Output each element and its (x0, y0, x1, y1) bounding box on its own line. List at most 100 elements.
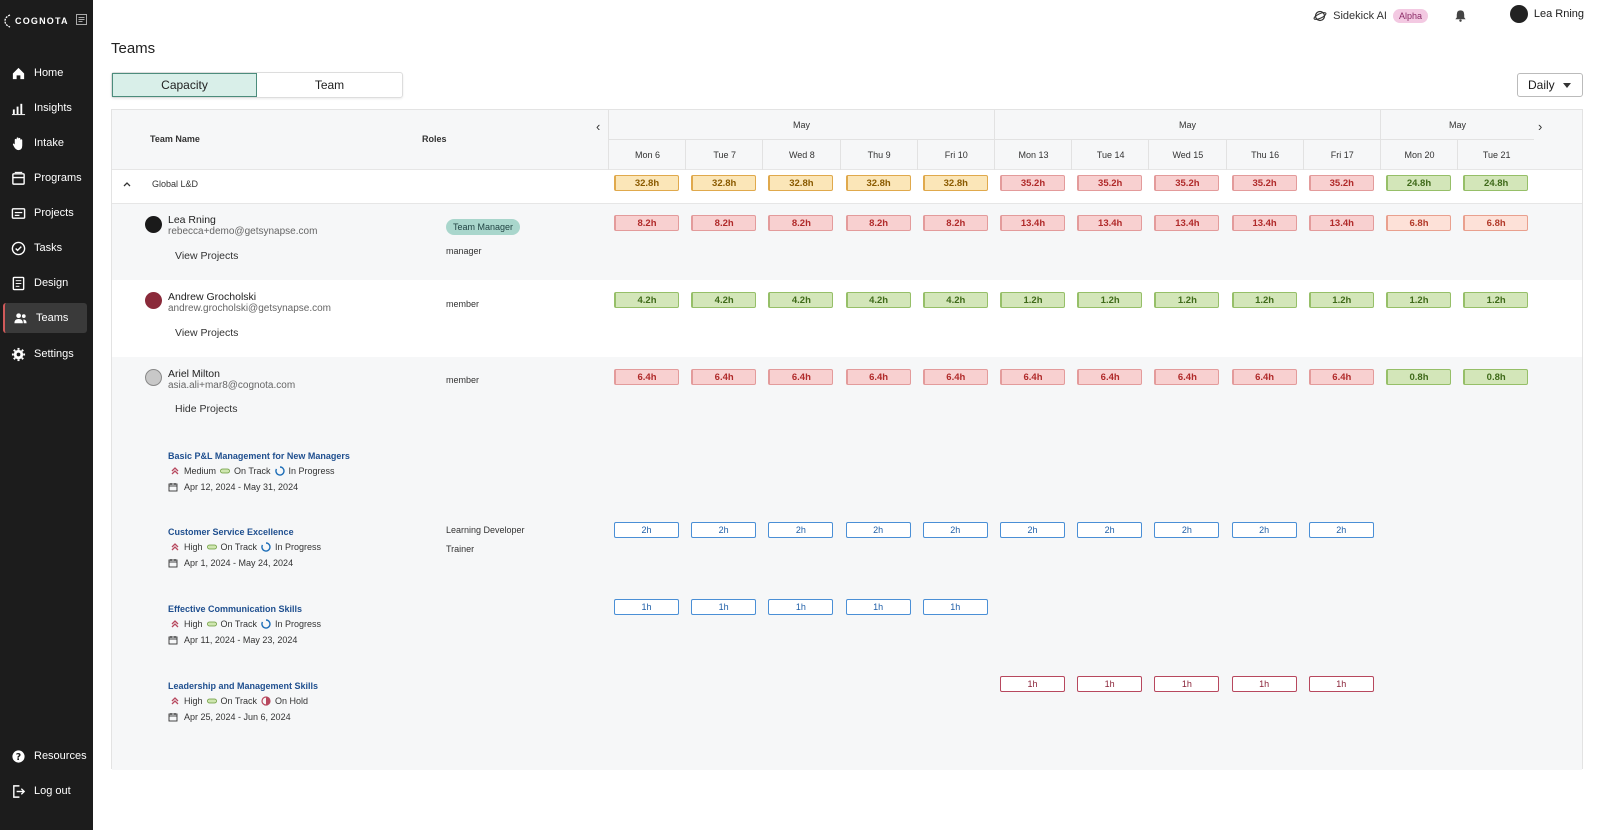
capacity-cell[interactable]: 1.2h (1386, 292, 1451, 308)
capacity-cell[interactable]: 6.4h (1077, 369, 1143, 385)
project-hours-cell[interactable]: 1h (845, 599, 911, 615)
project-hours-cell[interactable]: 2h (1308, 522, 1374, 538)
capacity-cell[interactable]: 13.4h (1077, 215, 1143, 231)
project-hours-cell[interactable]: 1h (768, 599, 834, 615)
project-hours-cell[interactable]: 2h (845, 522, 911, 538)
capacity-cell[interactable]: 6.4h (768, 369, 834, 385)
next-week-icon[interactable]: › (1538, 119, 1543, 134)
sidebar-item-insights[interactable]: Insights (3, 93, 87, 123)
capacity-cell[interactable]: 32.8h (845, 175, 911, 191)
capacity-cell[interactable]: 4.2h (922, 292, 988, 308)
sidebar-item-design[interactable]: Design (3, 268, 87, 298)
capacity-cell[interactable]: 35.2h (1000, 175, 1065, 191)
prev-week-icon[interactable]: ‹ (596, 119, 601, 134)
project-hours-cell[interactable]: 2h (614, 522, 679, 538)
capacity-cell[interactable]: 13.4h (1154, 215, 1220, 231)
project-hours-cell[interactable]: 1h (1154, 676, 1220, 692)
collapse-menu-icon[interactable] (76, 14, 87, 25)
project-title-link[interactable]: Customer Service Excellence (168, 527, 294, 537)
project-title-link[interactable]: Leadership and Management Skills (168, 681, 319, 691)
capacity-cell[interactable]: 6.8h (1463, 215, 1529, 231)
sidebar-item-teams[interactable]: Teams (3, 303, 87, 333)
capacity-cell[interactable]: 13.4h (1000, 215, 1065, 231)
capacity-cell[interactable]: 1.2h (1308, 292, 1374, 308)
capacity-cell[interactable]: 4.2h (845, 292, 911, 308)
capacity-cell[interactable]: 35.2h (1154, 175, 1220, 191)
sidebar-item-home[interactable]: Home (3, 58, 87, 88)
capacity-cell[interactable]: 4.2h (614, 292, 679, 308)
capacity-cell[interactable]: 4.2h (768, 292, 834, 308)
project-hours-cell[interactable]: 2h (691, 522, 757, 538)
project-hours-cell[interactable]: 2h (768, 522, 834, 538)
capacity-cell[interactable]: 13.4h (1231, 215, 1297, 231)
bell-icon[interactable] (1454, 9, 1467, 22)
capacity-cell[interactable]: 32.8h (768, 175, 834, 191)
project-hours-cell[interactable]: 1h (691, 599, 757, 615)
project-hours-cell[interactable]: 1h (1308, 676, 1374, 692)
project-hours-cell[interactable]: 2h (922, 522, 988, 538)
project-hours-cell[interactable]: 1h (1000, 676, 1065, 692)
capacity-cell[interactable]: 6.4h (845, 369, 911, 385)
project-hours-cell[interactable]: 1h (922, 599, 988, 615)
capacity-cell[interactable]: 6.4h (922, 369, 988, 385)
user-menu[interactable]: Lea Rning (1509, 5, 1584, 23)
capacity-cell[interactable]: 8.2h (922, 215, 988, 231)
capacity-cell[interactable]: 0.8h (1463, 369, 1529, 385)
capacity-cell[interactable]: 6.4h (691, 369, 757, 385)
capacity-cell[interactable]: 4.2h (691, 292, 757, 308)
priority-icon (171, 467, 179, 475)
capacity-cell[interactable]: 8.2h (768, 215, 834, 231)
project-hours-cell[interactable]: 2h (1077, 522, 1143, 538)
capacity-cell[interactable]: 1.2h (1463, 292, 1529, 308)
project-title-link[interactable]: Effective Communication Skills (168, 604, 303, 614)
tab-team[interactable]: Team (314, 78, 345, 92)
sidebar-item-tasks[interactable]: Tasks (3, 233, 87, 263)
capacity-cell[interactable]: 6.4h (1231, 369, 1297, 385)
capacity-cell[interactable]: 35.2h (1308, 175, 1374, 191)
capacity-cell[interactable]: 24.8h (1386, 175, 1451, 191)
capacity-cell[interactable]: 32.8h (691, 175, 757, 191)
capacity-cell[interactable]: 32.8h (922, 175, 988, 191)
sidebar-item-projects[interactable]: Projects (3, 198, 87, 228)
capacity-cell[interactable]: 1.2h (1077, 292, 1143, 308)
sidebar-item-resources[interactable]: ? Resources (3, 741, 87, 771)
project-hours-cell[interactable]: 1h (1077, 676, 1143, 692)
sidebar-item-intake[interactable]: Intake (3, 128, 87, 158)
capacity-cell[interactable]: 8.2h (691, 215, 757, 231)
project-title-link[interactable]: Basic P&L Management for New Managers (168, 451, 350, 461)
capacity-cell[interactable]: 1.2h (1154, 292, 1220, 308)
period-select[interactable]: Daily (1517, 73, 1583, 97)
project-hours-cell[interactable]: 2h (1154, 522, 1220, 538)
capacity-cell[interactable]: 1.2h (1231, 292, 1297, 308)
capacity-cell[interactable]: 35.2h (1077, 175, 1143, 191)
tab-capacity[interactable]: Capacity (112, 73, 257, 97)
chevron-up-icon[interactable] (122, 179, 132, 189)
project-hours-cell[interactable]: 2h (1231, 522, 1297, 538)
capacity-cell[interactable]: 6.4h (1308, 369, 1374, 385)
capacity-cell[interactable]: 8.2h (614, 215, 679, 231)
sidekick-ai-button[interactable]: Sidekick AI Alpha (1313, 9, 1428, 23)
view-projects-link[interactable]: View Projects (175, 327, 239, 339)
sidebar-item-settings[interactable]: Settings (3, 339, 87, 369)
capacity-cell[interactable]: 6.4h (1000, 369, 1065, 385)
capacity-cell[interactable]: 13.4h (1308, 215, 1374, 231)
help-icon: ? (12, 749, 25, 762)
capacity-cell[interactable]: 32.8h (614, 175, 679, 191)
hide-projects-link[interactable]: Hide Projects (175, 403, 238, 415)
view-projects-link[interactable]: View Projects (175, 250, 239, 262)
capacity-cell[interactable]: 8.2h (845, 215, 911, 231)
cognota-logo[interactable]: COGNOTA (4, 14, 69, 28)
priority-label: High (184, 542, 203, 552)
project-hours-cell[interactable]: 1h (614, 599, 679, 615)
capacity-cell[interactable]: 24.8h (1463, 175, 1529, 191)
capacity-cell[interactable]: 6.8h (1386, 215, 1451, 231)
project-hours-cell[interactable]: 2h (1000, 522, 1065, 538)
sidebar-item-logout[interactable]: Log out (3, 776, 87, 806)
sidebar-item-programs[interactable]: Programs (3, 163, 87, 193)
capacity-cell[interactable]: 6.4h (614, 369, 679, 385)
project-hours-cell[interactable]: 1h (1231, 676, 1297, 692)
capacity-cell[interactable]: 0.8h (1386, 369, 1451, 385)
capacity-cell[interactable]: 35.2h (1231, 175, 1297, 191)
capacity-cell[interactable]: 6.4h (1154, 369, 1220, 385)
capacity-cell[interactable]: 1.2h (1000, 292, 1065, 308)
